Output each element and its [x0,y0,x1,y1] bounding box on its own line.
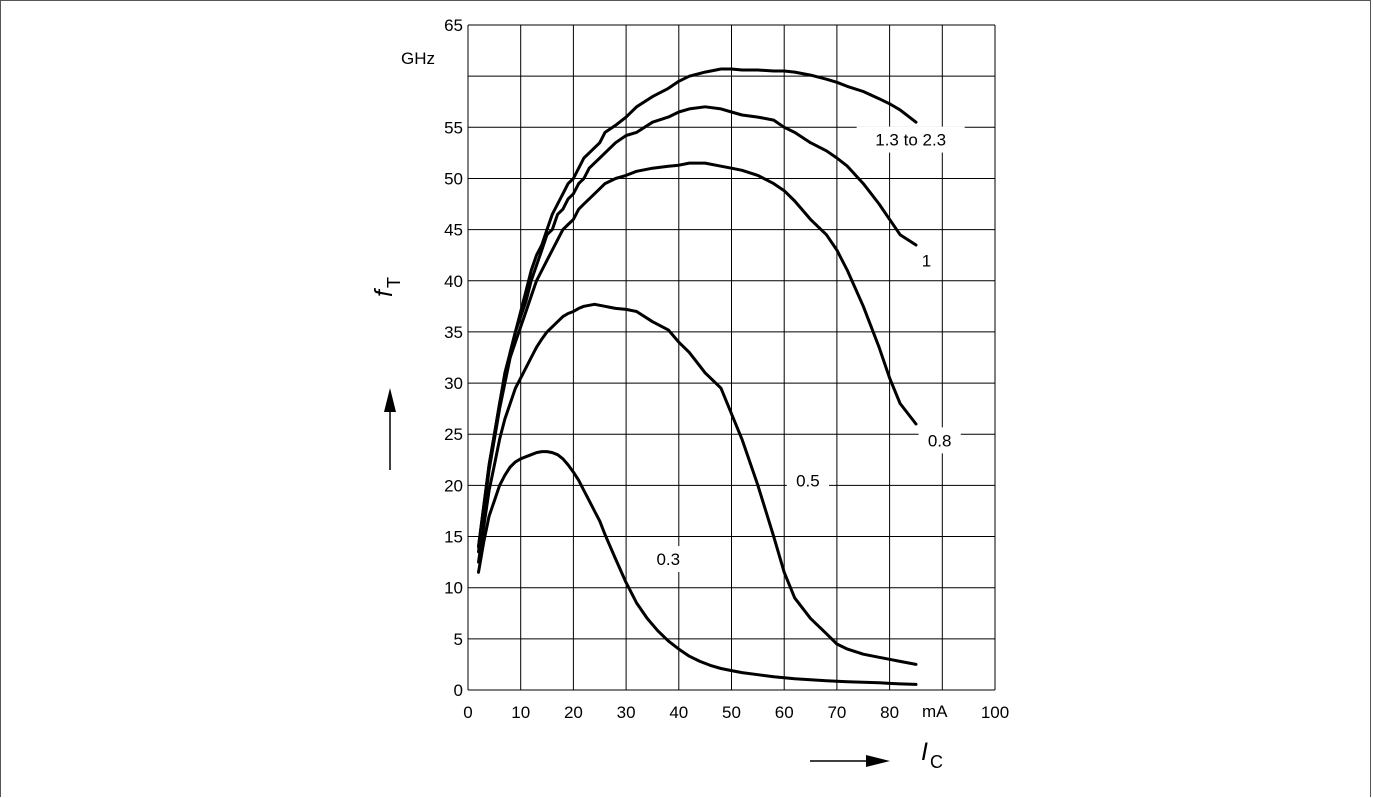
x-tick-label: 20 [564,703,583,722]
x-axis-unit: mA [922,702,948,721]
y-tick-label: 40 [444,272,463,291]
y-tick-label: 50 [444,169,463,188]
y-tick-label: 35 [444,323,463,342]
y-tick-label: 15 [444,528,463,547]
chart-curve-labels: 1.3 to 2.3 1 0.8 0.5 0.3 [647,126,965,573]
curve-label-bg [647,546,690,573]
x-tick-label: 10 [511,703,530,722]
series-line-2 [477,161,918,554]
x-axis-arrow-head [866,755,890,767]
series-line-4 [477,450,918,686]
x-axis-subscript: C [930,752,943,772]
chart-series [477,67,918,686]
y-tick-label: 45 [444,221,463,240]
y-axis-arrow-head [384,388,396,412]
series-line-0 [477,67,918,549]
y-tick-label: 5 [454,630,463,649]
curve-label-bg [786,467,830,494]
x-tick-label: 0 [463,703,472,722]
y-tick-label: 0 [454,681,463,700]
curve-label-4: 0.3 [656,550,680,569]
x-tick-label: 80 [880,703,899,722]
x-tick-label: 60 [775,703,794,722]
y-axis-title: f T [370,277,404,470]
y-tick-label: 65 [444,16,463,35]
chart-ticks: 0 10 20 30 40 50 60 70 80 100 0 5 10 15 20 25 30 35 40 45 50… [444,16,1009,722]
curve-label-0: 1.3 to 2.3 [875,131,946,150]
series-line-3 [477,302,918,666]
x-tick-label: 50 [722,703,741,722]
y-axis-symbol: f [370,287,398,297]
x-axis-symbol: I [921,738,928,766]
y-axis-subscript: T [384,277,404,288]
chart-grid [467,24,996,691]
x-tick-label: 40 [669,703,688,722]
curve-label-1: 1 [922,251,931,270]
curve-label-bg [856,126,965,153]
x-tick-label: 30 [617,703,636,722]
y-tick-label: 25 [444,425,463,444]
y-tick-label: 10 [444,579,463,598]
series-line-1 [477,105,918,549]
y-tick-label: 20 [444,476,463,495]
curve-label-2: 0.8 [928,431,952,450]
x-tick-label: 70 [827,703,846,722]
x-axis-title: I C [810,738,943,772]
curve-label-bg [918,427,961,454]
y-tick-label: 55 [444,118,463,137]
curve-label-bg [914,247,939,274]
y-axis-unit: GHz [401,49,435,68]
curve-label-3: 0.5 [796,471,820,490]
x-tick-label: 100 [981,703,1009,722]
y-tick-label: 30 [444,374,463,393]
